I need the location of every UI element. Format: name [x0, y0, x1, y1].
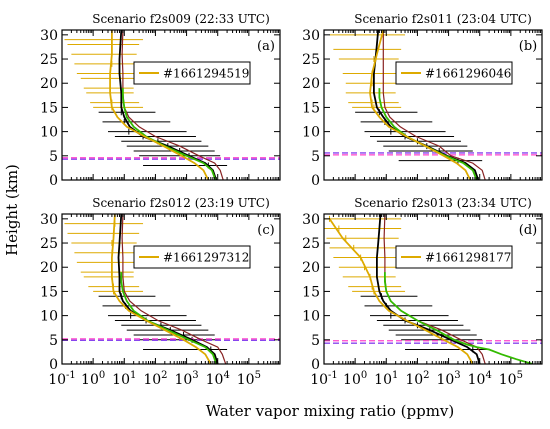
plot-area — [62, 214, 280, 364]
y-tick-label: 0 — [311, 357, 320, 373]
y-tick-label: 20 — [302, 260, 320, 276]
legend-box — [395, 245, 513, 269]
panel-title: Scenario f2s013 (23:34 UTC) — [354, 196, 532, 210]
x-tick-label: 105 — [499, 370, 523, 388]
y-tick-label: 25 — [302, 52, 320, 68]
legend-box — [133, 61, 251, 85]
panel-label: (d) — [519, 223, 537, 238]
y-tick-label: 30 — [40, 28, 58, 44]
legend-label: #1661294519 — [163, 67, 249, 81]
gold-profile-line — [111, 214, 212, 364]
red-profile-line — [121, 214, 227, 364]
y-tick-label: 10 — [40, 309, 58, 325]
y-tick-label: 5 — [49, 149, 58, 165]
y-tick-label: 30 — [302, 212, 320, 228]
plot-area — [62, 30, 280, 180]
y-axis-label: Height (km) — [3, 164, 21, 256]
x-tick-label: 101 — [112, 370, 136, 388]
x-tick-label: 105 — [237, 370, 261, 388]
y-tick-label: 0 — [311, 173, 320, 189]
gold-profile-line — [328, 218, 474, 364]
plot-frame — [323, 213, 543, 365]
red-profile-line — [383, 214, 486, 364]
red-profile-line — [382, 30, 486, 180]
x-axis-label: Water vapor mixing ratio (ppmv) — [206, 402, 455, 420]
y-tick-label: 25 — [302, 236, 320, 252]
x-tick-label: 103 — [174, 370, 198, 388]
x-tick-label: 10-1 — [48, 370, 76, 388]
panel-label: (c) — [257, 223, 274, 238]
chart-panel-b: 0 5 10 15 20 25 30 Scenario f2s011 (23:04 UTC) (… — [302, 12, 543, 189]
black-profile-line — [372, 30, 480, 180]
black-profile-line — [375, 214, 481, 364]
legend-label: #1661298177 — [425, 251, 511, 265]
y-tick-label: 10 — [40, 125, 58, 141]
y-tick-label: 25 — [40, 52, 58, 68]
y-tick-label: 25 — [40, 236, 58, 252]
green-profile-line — [122, 88, 217, 180]
chart-panel-c: 0 5 10 15 20 25 30 10-1 100 101 102 103 104 105 Scenar… — [40, 196, 281, 388]
y-tick-label: 30 — [302, 28, 320, 44]
y-tick-label: 15 — [40, 100, 58, 116]
y-tick-label: 10 — [302, 309, 320, 325]
y-tick-label: 15 — [302, 284, 320, 300]
legend-box — [133, 245, 251, 269]
panel-label: (b) — [519, 39, 537, 54]
legend-box — [395, 61, 513, 85]
black-profile-line — [117, 214, 219, 364]
red-profile-line — [121, 30, 224, 180]
green-profile-line — [383, 272, 533, 364]
plot-area — [324, 30, 542, 180]
panel-label: (a) — [257, 39, 275, 54]
y-tick-label: 5 — [311, 333, 320, 349]
green-profile-line — [378, 88, 478, 180]
x-tick-label: 103 — [436, 370, 460, 388]
plot-frame — [323, 29, 543, 181]
y-tick-label: 15 — [40, 284, 58, 300]
panel-title: Scenario f2s011 (23:04 UTC) — [354, 12, 532, 26]
gold-profile-line — [109, 30, 210, 180]
y-tick-label: 0 — [49, 357, 58, 373]
gold-profile-line — [369, 30, 472, 180]
y-tick-label: 20 — [40, 76, 58, 92]
x-tick-label: 102 — [143, 370, 167, 388]
chart-panel-d: 0 5 10 15 20 25 30 10-1 100 101 102 103 104 105 Scenar… — [302, 196, 543, 388]
y-tick-label: 0 — [49, 173, 58, 189]
legend-label: #1661296046 — [425, 67, 511, 81]
x-tick-label: 10-1 — [310, 370, 338, 388]
green-profile-line — [120, 272, 218, 364]
x-tick-label: 102 — [405, 370, 429, 388]
y-tick-label: 10 — [302, 125, 320, 141]
y-tick-label: 5 — [311, 149, 320, 165]
plot-frame — [61, 29, 281, 181]
x-tick-label: 100 — [343, 370, 367, 388]
x-tick-label: 101 — [374, 370, 398, 388]
x-tick-label: 100 — [81, 370, 105, 388]
y-tick-label: 20 — [40, 260, 58, 276]
x-tick-label: 104 — [206, 370, 230, 388]
y-tick-label: 20 — [302, 76, 320, 92]
y-tick-label: 30 — [40, 212, 58, 228]
legend-label: #1661297312 — [163, 251, 249, 265]
panel-title: Scenario f2s012 (23:19 UTC) — [92, 196, 270, 210]
y-tick-label: 5 — [49, 333, 58, 349]
plot-frame — [61, 213, 281, 365]
chart-panel-a: 0 5 10 15 20 25 30 Scenario f2s009 (22:33 UTC) (… — [40, 12, 281, 189]
y-tick-label: 15 — [302, 100, 320, 116]
plot-area — [324, 214, 542, 364]
panel-title: Scenario f2s009 (22:33 UTC) — [92, 12, 270, 26]
x-tick-label: 104 — [468, 370, 492, 388]
